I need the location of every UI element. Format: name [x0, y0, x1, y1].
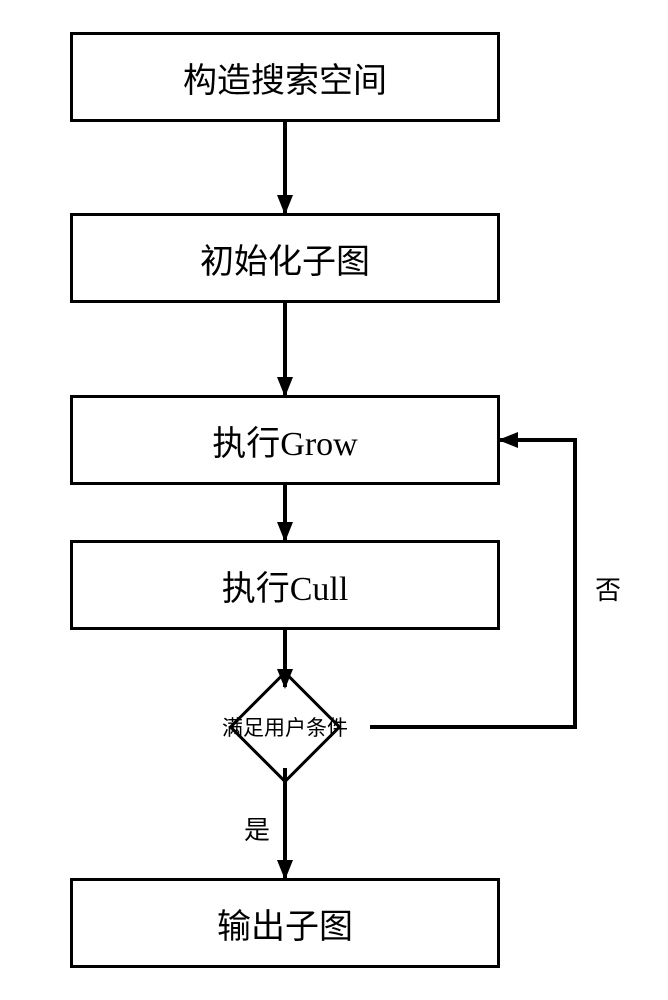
node-execute-cull: 执行Cull	[70, 540, 500, 630]
flowchart-arrows	[0, 0, 668, 1000]
edge-label-yes: 是	[244, 810, 270, 847]
node-decision-user-condition-shape	[228, 670, 341, 783]
node-construct-search-space: 构造搜索空间	[70, 32, 500, 122]
node-output-subgraph: 输出子图	[70, 878, 500, 968]
node-label: 执行Grow	[212, 416, 357, 465]
node-label: 输出子图	[217, 899, 353, 948]
node-execute-grow: 执行Grow	[70, 395, 500, 485]
node-init-subgraph: 初始化子图	[70, 213, 500, 303]
node-label: 执行Cull	[222, 561, 349, 610]
node-label: 初始化子图	[200, 234, 370, 283]
node-label: 构造搜索空间	[183, 53, 387, 102]
edge-label-no: 否	[595, 570, 621, 607]
flowchart-canvas: 构造搜索空间 初始化子图 执行Grow 执行Cull 满足用户条件 输出子图 是…	[0, 0, 668, 1000]
